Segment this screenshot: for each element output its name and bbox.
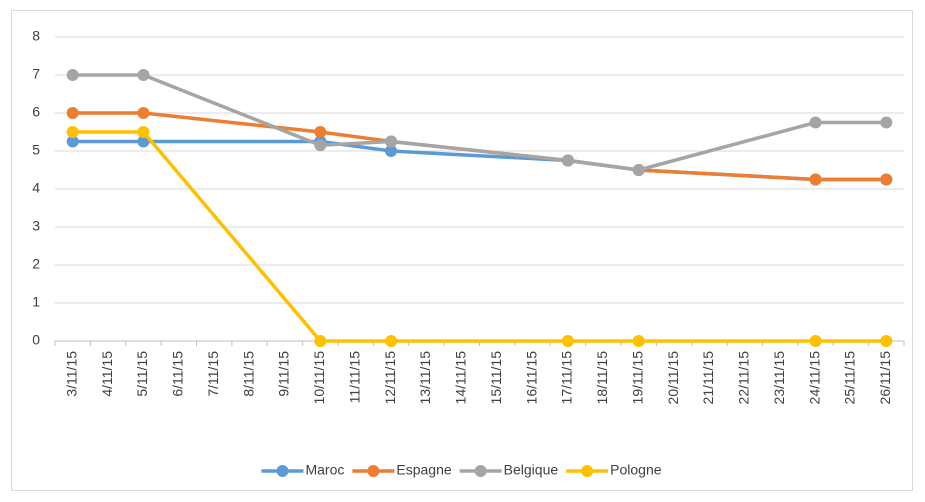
- data-point: [137, 135, 150, 148]
- x-tick-label: 12/11/15: [382, 351, 398, 405]
- data-point: [137, 107, 150, 119]
- x-tick-label: 21/11/15: [700, 351, 716, 405]
- x-tick-label: 5/11/15: [134, 351, 150, 397]
- legend-label: Belgique: [504, 462, 559, 478]
- x-tick-label: 20/11/15: [665, 351, 681, 405]
- data-point: [632, 335, 645, 347]
- y-tick-label: 2: [32, 256, 40, 272]
- data-point: [385, 145, 398, 157]
- data-point: [561, 154, 574, 167]
- data-point: [314, 335, 327, 347]
- data-point: [314, 126, 327, 138]
- y-tick-label: 5: [32, 142, 40, 158]
- y-tick-label: 1: [32, 294, 40, 310]
- data-point: [809, 335, 822, 347]
- x-tick-label: 19/11/15: [629, 351, 645, 405]
- x-tick-label: 10/11/15: [311, 351, 327, 405]
- legend-label: Pologne: [610, 462, 662, 478]
- data-point: [385, 335, 398, 347]
- y-tick-label: 3: [32, 218, 40, 234]
- data-point: [632, 164, 645, 176]
- x-tick-label: 3/11/15: [63, 351, 79, 397]
- chart-border: [11, 10, 913, 491]
- x-tick-label: 14/11/15: [453, 351, 469, 405]
- data-point: [809, 173, 822, 186]
- x-tick-label: 7/11/15: [205, 351, 221, 397]
- legend: Maroc Espagne Belgique Pologne: [261, 462, 662, 478]
- data-point: [385, 135, 398, 148]
- x-tick-label: 11/11/15: [346, 351, 362, 404]
- x-tick-label: 8/11/15: [240, 351, 256, 397]
- data-point: [137, 126, 150, 138]
- data-point: [561, 335, 574, 347]
- x-tick-label: 9/11/15: [276, 351, 292, 397]
- x-tick-label: 6/11/15: [170, 351, 186, 397]
- data-point: [809, 116, 822, 129]
- data-point: [137, 69, 150, 81]
- legend-marker: [581, 465, 594, 477]
- x-tick-label: 23/11/15: [771, 351, 787, 405]
- x-tick-label: 18/11/15: [594, 351, 610, 405]
- data-point: [880, 335, 893, 347]
- legend-label: Espagne: [396, 462, 451, 478]
- x-tick-label: 26/11/15: [877, 351, 893, 405]
- series-line: [72, 130, 887, 343]
- legend-marker: [474, 465, 487, 477]
- y-tick-label: 7: [32, 66, 40, 82]
- x-tick-label: 24/11/15: [806, 351, 822, 405]
- y-tick-label: 4: [32, 180, 40, 196]
- data-point: [880, 116, 893, 129]
- data-point: [880, 173, 893, 186]
- legend-label: Maroc: [305, 462, 344, 478]
- legend-marker: [367, 465, 380, 477]
- x-tick-label: 4/11/15: [99, 351, 115, 397]
- data-point: [66, 69, 79, 81]
- x-tick-label: 22/11/15: [736, 351, 752, 405]
- y-tick-label: 8: [32, 28, 40, 44]
- data-point: [314, 139, 327, 152]
- x-tick-label: 16/11/15: [523, 351, 539, 405]
- x-tick-label: 17/11/15: [559, 351, 575, 405]
- data-point: [66, 126, 79, 138]
- x-tick-label: 25/11/15: [842, 351, 858, 405]
- series-line: [72, 73, 887, 172]
- x-tick-label: 13/11/15: [417, 351, 433, 405]
- data-point: [66, 135, 79, 148]
- data-point: [66, 107, 79, 119]
- y-tick-label: 6: [32, 104, 40, 120]
- y-tick-label: 0: [32, 332, 40, 348]
- x-tick-label: 15/11/15: [488, 351, 504, 405]
- legend-marker: [276, 465, 289, 477]
